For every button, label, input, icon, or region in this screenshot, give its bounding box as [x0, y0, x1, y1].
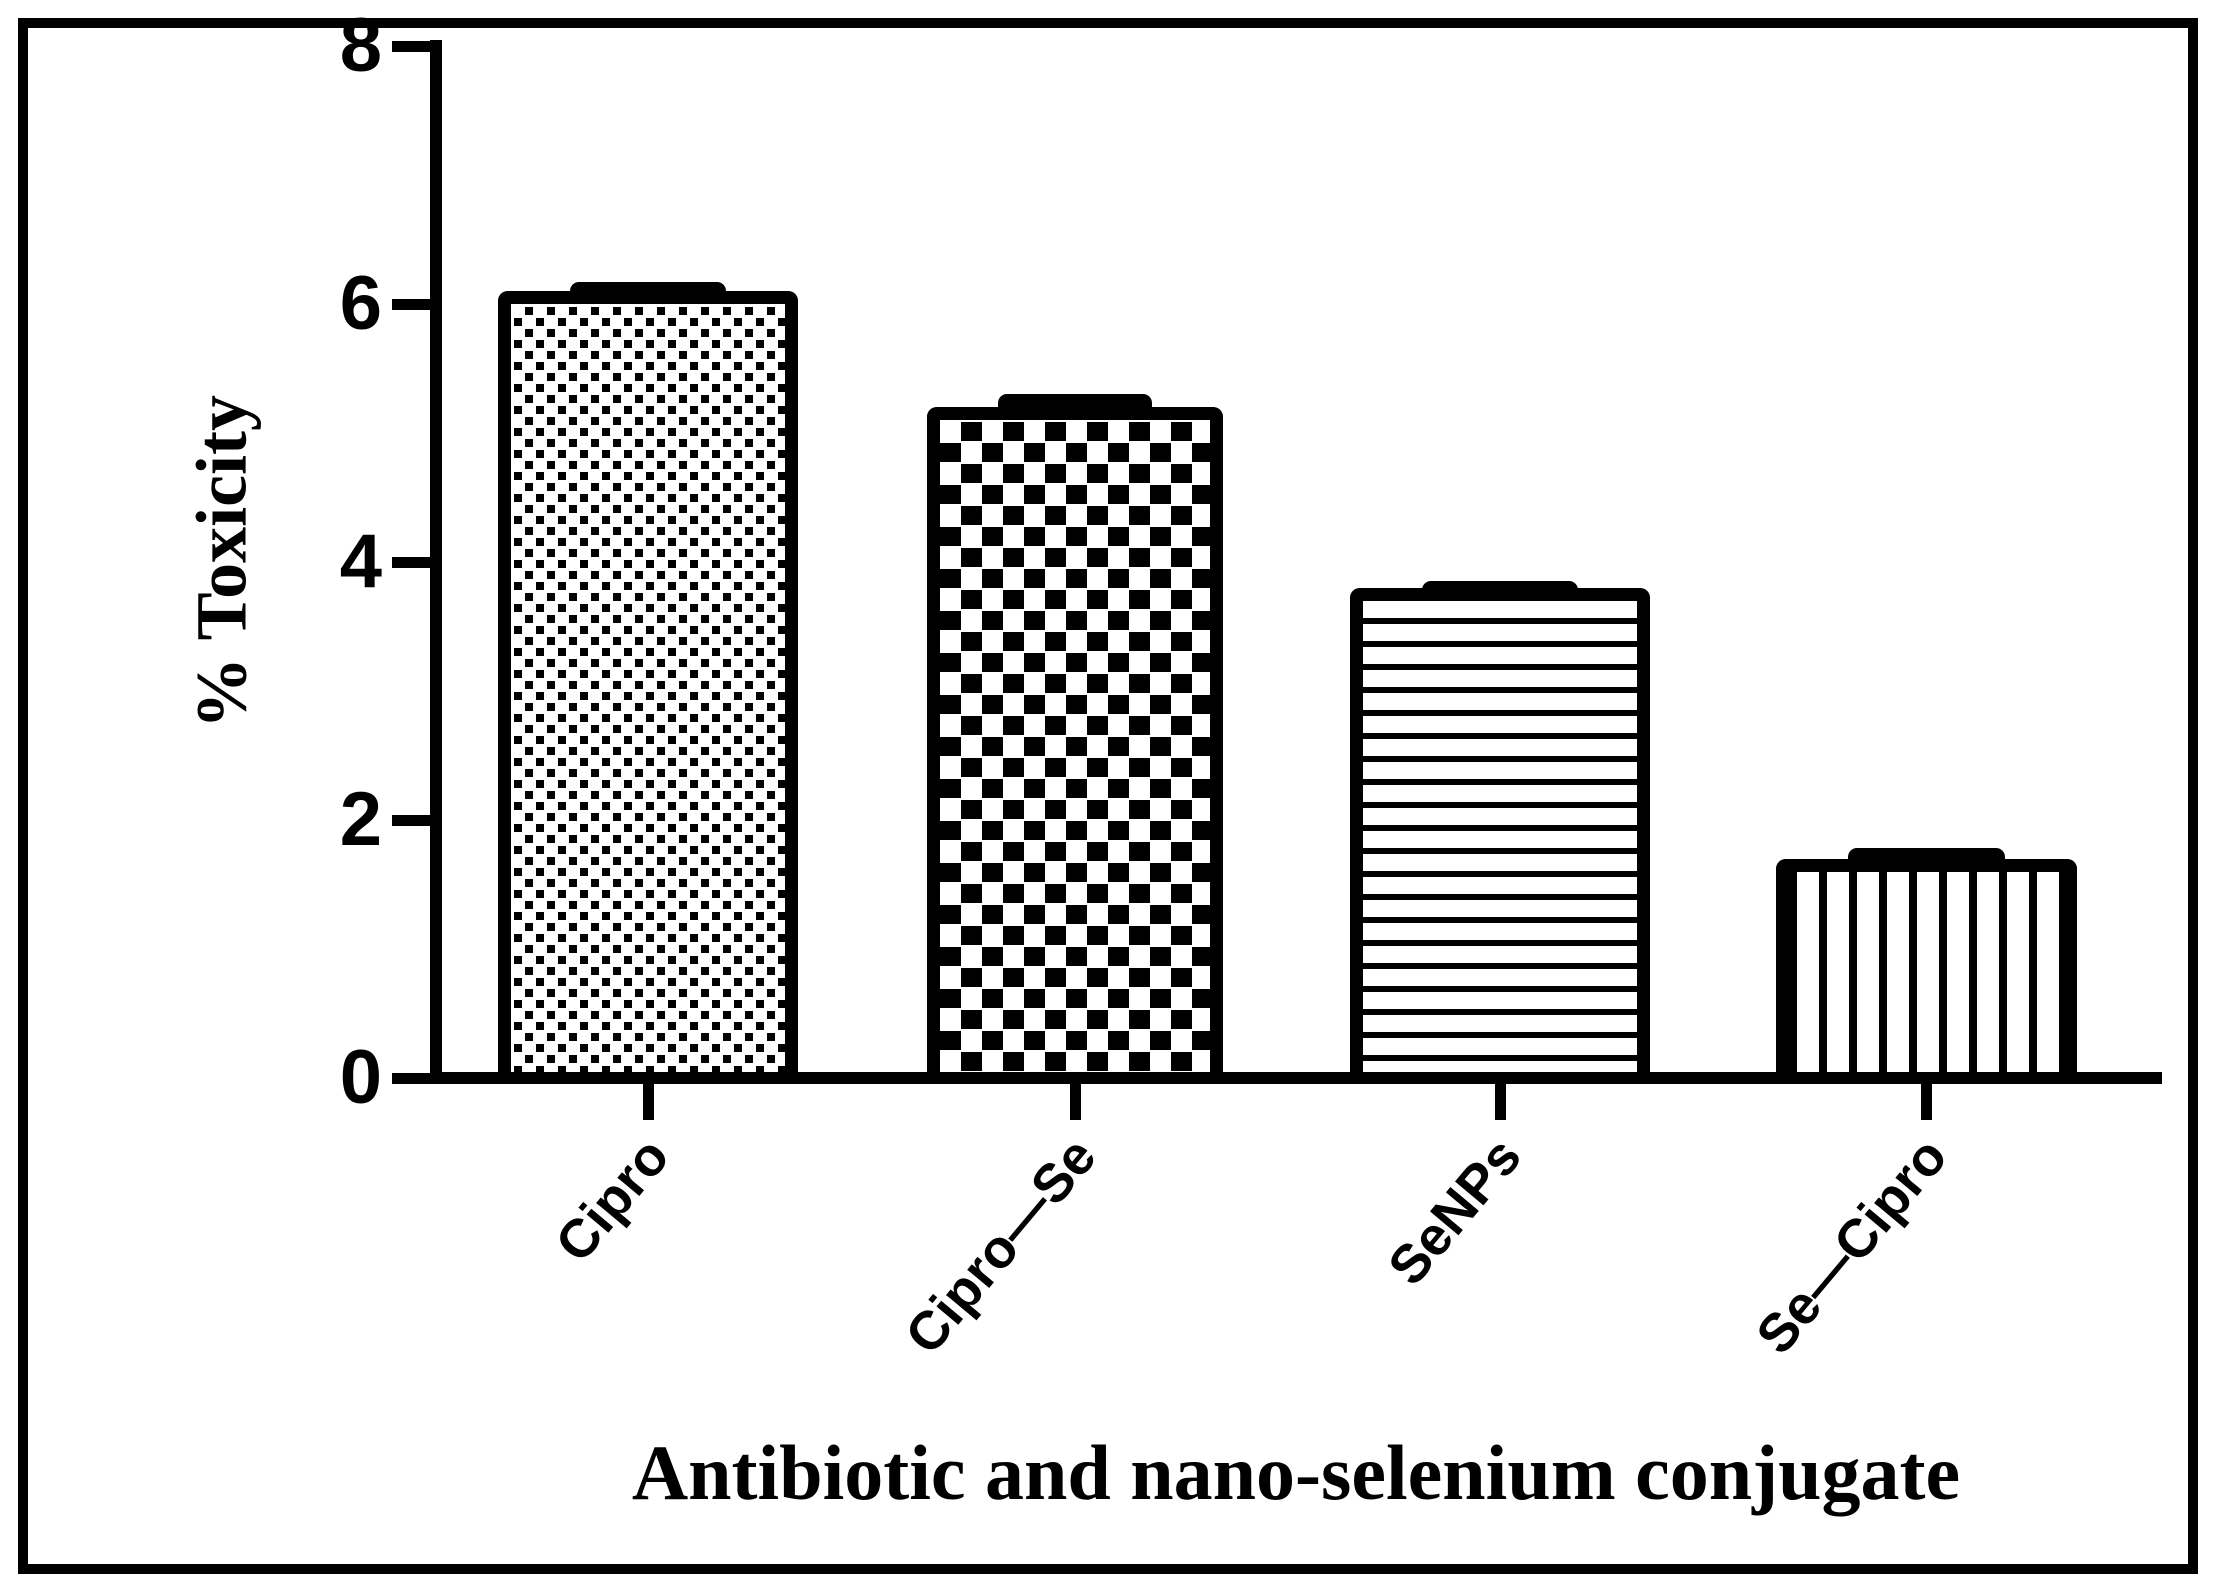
y-tick-label-0: 0: [339, 1035, 382, 1120]
bar-senps: [1350, 587, 1650, 1078]
x-axis-line: [430, 1072, 2162, 1084]
y-axis-title-text: % Toxicity: [181, 394, 262, 730]
bar-cipro-se: [927, 407, 1223, 1078]
x-axis-tick-se-cipro: [1921, 1080, 1932, 1120]
y-tick-label-8: 8: [339, 3, 382, 88]
x-axis-tick-cipro: [642, 1080, 654, 1120]
y-tick-label-6: 6: [339, 261, 382, 346]
y-axis-tick-8: [392, 41, 436, 52]
x-axis-tick-cipro-se: [1069, 1080, 1081, 1120]
x-axis-tick-senps: [1494, 1080, 1506, 1120]
x-axis-title: Antibiotic and nano-selenium conjugate: [631, 1429, 1961, 1516]
y-axis-tick-4: [392, 557, 436, 568]
y-tick-label-2: 2: [339, 777, 382, 862]
y-axis-tick-6: [392, 299, 436, 310]
y-axis-tick-0: [392, 1073, 436, 1084]
y-axis-tick-2: [392, 815, 436, 826]
y-tick-label-4: 4: [339, 519, 382, 604]
figure-frame: [18, 18, 2198, 1574]
bar-cipro: [498, 291, 798, 1078]
bar-se-cipro: [1776, 858, 2077, 1078]
